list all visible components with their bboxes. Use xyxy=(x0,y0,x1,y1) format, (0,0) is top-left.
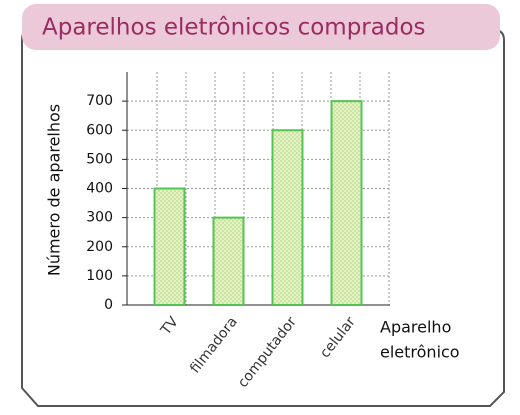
y-tick-label: 300 xyxy=(86,210,113,226)
y-tick-label: 100 xyxy=(86,268,113,284)
x-axis-label: Aparelho xyxy=(380,318,451,337)
y-tick-label: 400 xyxy=(86,181,113,197)
y-tick-label: 200 xyxy=(86,239,113,255)
x-tick-label: TV xyxy=(157,314,182,339)
bar xyxy=(330,100,363,306)
bar xyxy=(271,129,304,306)
bar xyxy=(153,187,186,306)
y-tick-label: 700 xyxy=(86,93,113,109)
chart-title: Aparelhos eletrônicos comprados xyxy=(42,15,426,41)
x-tick-label: celular xyxy=(317,314,359,361)
y-tick-label: 0 xyxy=(104,297,113,313)
bar xyxy=(212,216,245,306)
y-tick-label: 600 xyxy=(86,122,113,138)
y-tick-label: 500 xyxy=(86,151,113,167)
title-tab xyxy=(22,4,500,50)
y-axis-label: Número de aparelhos xyxy=(45,104,64,276)
x-axis-label: eletrônico xyxy=(380,343,460,362)
x-tick-label: filmadora xyxy=(187,314,241,376)
x-tick-label: computador xyxy=(235,314,300,391)
